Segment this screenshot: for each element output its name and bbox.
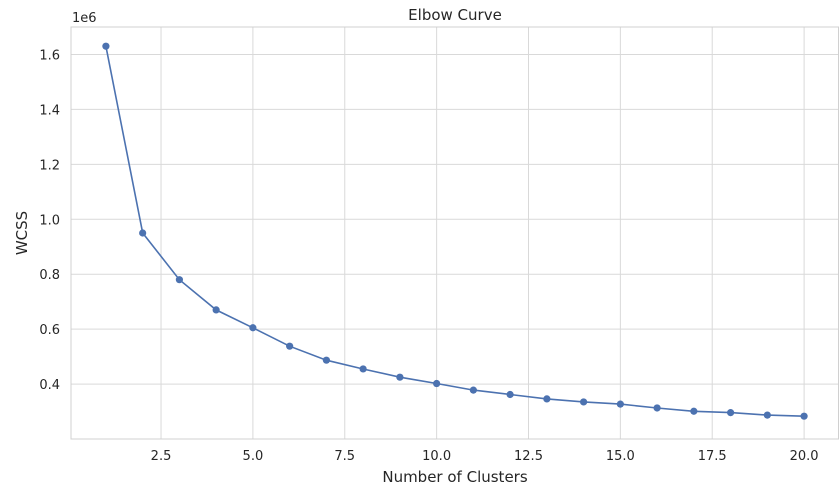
y-axis: 0.4 0.6 0.8 1.0 1.2 1.4 1.6 [39,48,60,393]
x-tick-label: 10.0 [422,449,451,464]
data-point [102,42,110,50]
data-point [726,409,735,417]
grid [71,27,839,439]
x-tick-label: 5.0 [243,449,264,464]
x-axis: 2.5 5.0 7.5 10.0 12.5 15.0 17.5 20.0 [151,449,819,464]
y-tick-label: 1.4 [39,103,60,118]
data-point [212,306,220,314]
y-tick-label: 0.8 [39,268,60,283]
data-point [139,229,147,237]
data-point [616,400,624,408]
data-point [249,324,257,332]
y-tick-label: 0.4 [39,378,60,393]
x-tick-label: 15.0 [606,449,635,464]
y-tick-label: 1.0 [39,213,60,228]
data-point [322,356,330,364]
data-point [175,276,184,284]
y-tick-label: 1.6 [39,48,60,63]
y-tick-label: 1.2 [39,158,60,173]
chart-title: Elbow Curve [408,6,502,24]
plot-frame [70,26,839,440]
data-point [763,411,771,419]
x-tick-label: 17.5 [698,449,727,464]
data-point [653,404,661,412]
series-group [102,42,808,420]
series-line [105,46,805,417]
data-point [800,412,808,420]
data-point [396,373,404,381]
y-scale-label: 1e6 [72,11,97,26]
data-point [690,407,698,415]
data-point [469,386,477,394]
x-tick-label: 7.5 [334,449,355,464]
x-tick-label: 12.5 [514,449,543,464]
x-axis-label: Number of Clusters [382,468,527,486]
data-point [543,395,551,403]
x-tick-label: 2.5 [151,449,172,464]
y-axis-label: WCSS [13,211,31,255]
data-point [580,398,588,406]
data-point [286,342,294,350]
data-point [506,390,514,399]
data-point [433,379,441,388]
data-point [359,365,367,373]
y-tick-label: 0.6 [39,323,60,338]
x-tick-label: 20.0 [790,449,819,464]
